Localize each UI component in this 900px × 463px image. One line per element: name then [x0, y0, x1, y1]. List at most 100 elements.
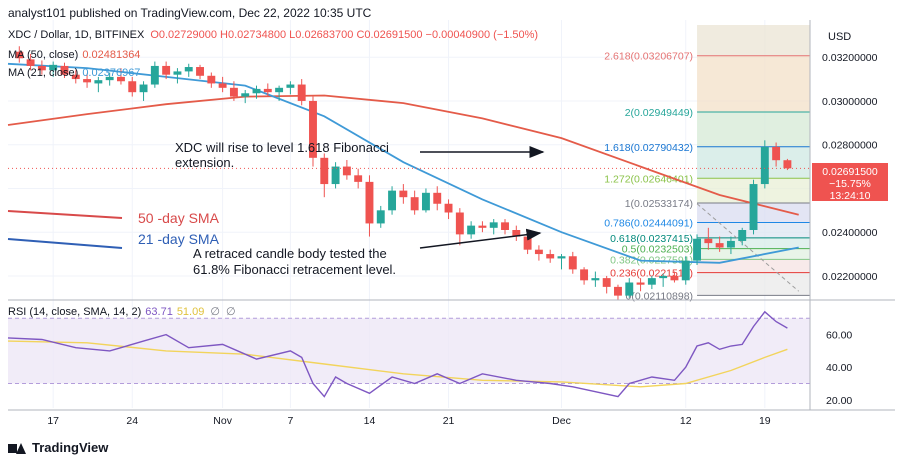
annotation-fib-text-2: extension.: [175, 155, 234, 170]
candle-body: [320, 157, 329, 185]
fib-level-label: 1.272(0.02646401): [604, 173, 693, 185]
candle-body: [184, 67, 193, 72]
candle-body: [738, 230, 747, 241]
candle-body: [546, 254, 555, 259]
candle-body: [376, 210, 385, 224]
candle-body: [670, 275, 679, 281]
candle-body: [365, 181, 374, 224]
time-tick-label: 17: [47, 415, 59, 427]
legend-rsi: RSI (14, close, SMA, 14, 2): [8, 306, 141, 318]
candle-body: [602, 278, 611, 287]
candle-body: [286, 84, 295, 88]
legend-ma50-value: 0.02481364: [82, 49, 140, 61]
candle-body: [433, 192, 442, 204]
candle-body: [410, 197, 419, 211]
candle-body: [399, 190, 408, 198]
svg-text:MA (21, close)0.02376967: MA (21, close) 0.02376967: [8, 67, 140, 79]
annotation-retr-text-1: A retraced candle body tested the: [193, 246, 387, 261]
annotation-fib-extension: XDC will rise to level 1.618 Fibonacci e…: [175, 140, 389, 170]
rsi-tick-label: 40.00: [826, 362, 852, 374]
candle-body: [71, 74, 80, 80]
candle-body: [501, 222, 509, 230]
candle-body: [478, 225, 487, 228]
candle-body: [218, 83, 227, 88]
price-tick-label: 0.03200000: [822, 52, 878, 64]
candle-body: [534, 249, 543, 255]
candle-body: [557, 256, 566, 259]
candle-body: [105, 76, 114, 81]
legend-rsi-null-2: ∅: [226, 306, 236, 318]
candle-body: [275, 87, 284, 93]
candle-body: [704, 238, 713, 244]
candle-body: [591, 278, 600, 281]
time-tick-label: 14: [364, 415, 376, 427]
legend-ohlc: O0.02729000 H0.02734800 L0.02683700 C0.0…: [150, 29, 538, 41]
badge-countdown: 13:24:10: [830, 190, 871, 202]
time-tick-label: 7: [287, 415, 293, 427]
tradingview-logo-icon: [8, 442, 26, 454]
sma50-pointer: [7, 210, 123, 219]
candle-body: [94, 80, 103, 84]
candle-body: [207, 75, 216, 84]
sma21-pointer: [7, 238, 123, 249]
annotation-fib-text-1: XDC will rise to level 1.618 Fibonacci: [175, 140, 389, 155]
candle-body: [331, 166, 340, 185]
candle-body: [26, 59, 35, 66]
fib-zone: [697, 272, 810, 296]
candle-body: [681, 260, 690, 281]
legend-rsi-ma-value: 51.09: [177, 306, 205, 318]
svg-text:RSI (14, close, SMA, 14, 2)63.: RSI (14, close, SMA, 14, 2) 63.71 51.09 ∅ ∅: [8, 306, 236, 318]
candle-body: [128, 81, 137, 93]
currency-label: USD: [828, 31, 851, 43]
fib-level-label: 0.618(0.0237415): [610, 233, 693, 245]
candle-body: [512, 230, 521, 237]
candle-body: [625, 282, 634, 296]
rsi-band: [8, 318, 810, 384]
candle-body: [772, 146, 781, 161]
tradingview-logo-text: TradingView: [32, 440, 109, 455]
time-tick-label: 21: [443, 415, 455, 427]
publish-header: analyst101 published on TradingView.com,…: [8, 6, 372, 20]
candle-body: [467, 225, 476, 235]
time-tick-label: 24: [126, 415, 138, 427]
arrow-retracement: [419, 228, 542, 249]
candle-body: [568, 256, 577, 270]
candle-body: [196, 67, 204, 76]
candle-body: [354, 175, 363, 182]
legend-ma21: MA (21, close): [8, 67, 78, 79]
time-tick-label: 12: [680, 415, 692, 427]
candle-body: [614, 286, 622, 296]
time-tick-label: Dec: [552, 415, 571, 427]
moving-averages: [7, 62, 799, 264]
candle-body: [580, 269, 589, 281]
candle-body: [309, 100, 317, 158]
badge-change: −15.75%: [829, 178, 871, 190]
fib-level-label: 0(0.02110898): [626, 290, 694, 302]
fib-zone: [697, 55, 810, 112]
candle-body: [636, 282, 645, 285]
fib-level-label: 1(0.02533174): [625, 198, 693, 210]
candle-body: [760, 146, 769, 185]
time-tick-label: 19: [759, 415, 771, 427]
candle-body: [523, 236, 532, 250]
fib-zone: [697, 259, 810, 273]
axes: 0.032000000.030000000.028000000.02600000…: [8, 20, 895, 427]
sma21-label: 21 -day SMA: [138, 231, 220, 247]
candle-body: [241, 93, 250, 97]
annotation-retr-text-2: 61.8% Fibonacci retracement level.: [193, 262, 396, 277]
fib-level-label: 2.618(0.03206707): [604, 51, 693, 63]
tradingview-logo[interactable]: TradingView: [8, 440, 108, 455]
candle-body: [749, 184, 758, 230]
badge-price: 0.02691500: [822, 166, 878, 178]
annotation-retracement: A retraced candle body tested the 61.8% …: [193, 246, 396, 277]
candle-body: [421, 192, 430, 211]
candle-body: [489, 222, 498, 228]
candle-body: [60, 65, 69, 75]
candle-body: [444, 203, 453, 213]
price-tick-label: 0.02400000: [822, 227, 878, 239]
candle-body: [15, 51, 24, 59]
candle-body: [150, 65, 159, 85]
candle-body: [49, 64, 58, 71]
